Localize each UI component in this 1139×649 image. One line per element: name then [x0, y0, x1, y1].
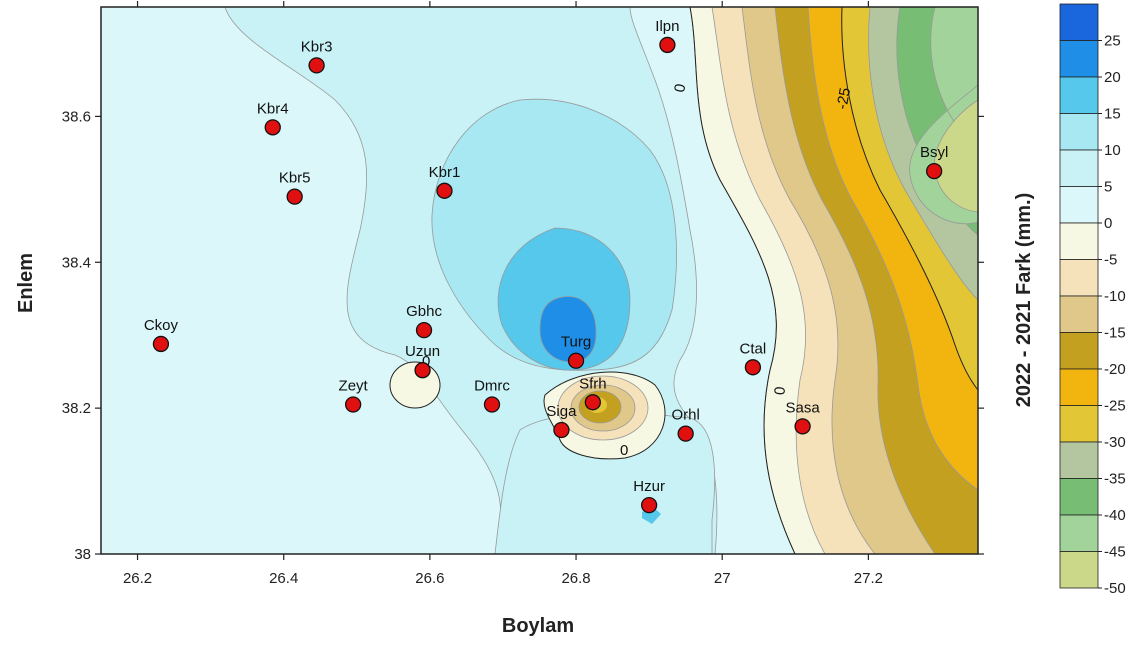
station-marker[interactable] — [415, 363, 430, 378]
station-label: Kbr1 — [429, 164, 461, 181]
y-tick-label: 38.4 — [62, 254, 91, 271]
station-marker[interactable] — [927, 164, 942, 179]
colorbar-label: 25 — [1104, 33, 1121, 50]
station-label: Gbhc — [406, 303, 442, 320]
colorbar-swatch — [1060, 41, 1098, 78]
colorbar-swatch — [1060, 552, 1098, 589]
x-axis-title: Boylam — [502, 615, 574, 637]
colorbar-label: -10 — [1104, 288, 1126, 305]
station-label: Uzun — [405, 343, 440, 360]
station-marker[interactable] — [554, 423, 569, 438]
colorbar-label: -5 — [1104, 252, 1117, 269]
colorbar-swatch — [1060, 223, 1098, 260]
station-label: Ctal — [740, 340, 767, 357]
station-label: Kbr5 — [279, 170, 311, 187]
station-label: Ckoy — [144, 317, 179, 334]
colorbar-label: -50 — [1104, 580, 1126, 597]
y-axis-title: Enlem — [15, 253, 37, 313]
colorbar-swatch — [1060, 150, 1098, 187]
station-marker[interactable] — [585, 395, 600, 410]
station-marker[interactable] — [309, 58, 324, 73]
colorbar-swatch — [1060, 333, 1098, 370]
station-label: Ilpn — [655, 18, 679, 35]
colorbar-label: -35 — [1104, 471, 1126, 488]
station-marker[interactable] — [569, 353, 584, 368]
colorbar-swatch — [1060, 515, 1098, 552]
colorbar-label: 20 — [1104, 69, 1121, 86]
colorbar-label: 10 — [1104, 142, 1121, 159]
contour-band-20-25 — [540, 297, 596, 362]
x-tick-label: 27.2 — [854, 570, 883, 587]
colorbar-swatch — [1060, 369, 1098, 406]
station-label: Sasa — [785, 399, 820, 416]
colorbar-swatch — [1060, 77, 1098, 114]
colorbar-label: -40 — [1104, 507, 1126, 524]
colorbar: 25 20 15 10 5 0 -5 -10 -15 -20 -25 -30 -35 -40 -45 -50 — [1060, 4, 1126, 597]
station-marker[interactable] — [417, 323, 432, 338]
colorbar-label: -15 — [1104, 325, 1126, 342]
station-label: Zeyt — [339, 377, 369, 394]
colorbar-swatch — [1060, 260, 1098, 297]
colorbar-label: -30 — [1104, 434, 1126, 451]
station-marker[interactable] — [795, 419, 810, 434]
station-label: Bsyl — [920, 144, 948, 161]
station-label: Kbr4 — [257, 100, 289, 117]
contour-label: 0 — [771, 386, 789, 396]
station-marker[interactable] — [437, 183, 452, 198]
colorbar-swatch — [1060, 187, 1098, 224]
y-tick-label: 38.6 — [62, 108, 91, 125]
station-label: Siga — [546, 403, 577, 420]
station-marker[interactable] — [153, 336, 168, 351]
station-marker[interactable] — [265, 120, 280, 135]
colorbar-swatch — [1060, 406, 1098, 443]
colorbar-label: 5 — [1104, 179, 1112, 196]
station-label: Turg — [561, 334, 591, 351]
colorbar-label: -25 — [1104, 398, 1126, 415]
station-marker[interactable] — [287, 189, 302, 204]
colorbar-swatch — [1060, 114, 1098, 151]
contour-label: 0 — [620, 442, 628, 459]
x-tick-label: 26.6 — [415, 570, 444, 587]
colorbar-swatch — [1060, 442, 1098, 479]
colorbar-label: 0 — [1104, 215, 1112, 232]
colorbar-swatch — [1060, 296, 1098, 333]
station-label: Sfrh — [579, 375, 607, 392]
y-tick-label: 38.2 — [62, 400, 91, 417]
station-label: Orhl — [671, 407, 699, 424]
x-tick-label: 26.2 — [123, 570, 152, 587]
y-tick-label: 38 — [74, 546, 91, 563]
colorbar-swatch — [1060, 479, 1098, 516]
x-tick-label: 26.4 — [269, 570, 298, 587]
station-label: Dmrc — [474, 377, 510, 394]
x-tick-label: 26.8 — [561, 570, 590, 587]
station-label: Hzur — [633, 478, 665, 495]
station-marker[interactable] — [484, 397, 499, 412]
station-marker[interactable] — [346, 397, 361, 412]
colorbar-label: 15 — [1104, 106, 1121, 123]
colorbar-swatch — [1060, 4, 1098, 41]
station-marker[interactable] — [660, 37, 675, 52]
colorbar-label: -20 — [1104, 361, 1126, 378]
station-marker[interactable] — [642, 498, 657, 513]
station-marker[interactable] — [678, 426, 693, 441]
station-label: Kbr3 — [301, 38, 333, 55]
colorbar-title: 2022 - 2021 Fark (mm.) — [1013, 193, 1035, 408]
x-tick-label: 27 — [714, 570, 731, 587]
colorbar-label: -45 — [1104, 544, 1126, 561]
station-marker[interactable] — [745, 360, 760, 375]
